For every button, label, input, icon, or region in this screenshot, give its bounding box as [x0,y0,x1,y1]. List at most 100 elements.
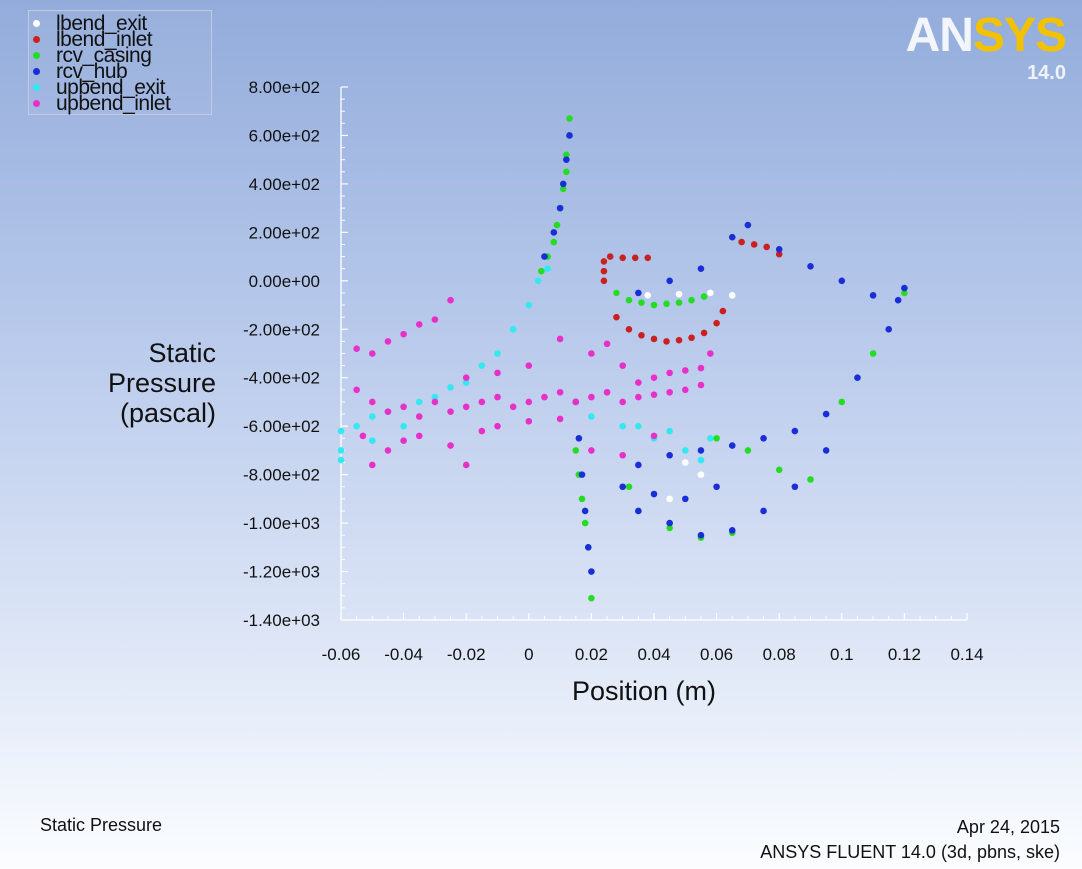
point-upbend-inlet [384,447,392,454]
x-tick-label: -0.06 [322,645,361,664]
point-rcv-casing [666,524,673,532]
point-upbend-exit [666,427,673,435]
point-rcv-hub [650,490,658,498]
point-lbend-inlet [638,332,645,339]
legend-marker-lbend-exit [33,20,40,27]
logo-word-part2: SYS [972,9,1067,62]
point-upbend-inlet [588,393,595,401]
point-upbend-inlet [462,374,470,382]
point-upbend-inlet [384,408,392,415]
point-lbend-exit [707,289,714,297]
point-rcv-hub [760,434,767,442]
point-upbend-exit [447,384,454,391]
point-rcv-hub [578,471,586,478]
y-tick-label: -1.00e+03 [243,514,320,533]
point-rcv-casing [625,483,633,491]
point-rcv-hub [550,229,558,236]
point-rcv-hub [666,519,673,527]
point-rcv-casing [578,495,586,503]
point-upbend-inlet [415,432,423,440]
point-lbend-inlet [600,267,608,275]
point-upbend-inlet [619,362,626,369]
legend-marker-upbend-exit [33,84,40,91]
point-upbend-inlet [384,338,392,345]
point-lbend-exit [682,459,689,466]
point-rcv-casing [838,398,846,406]
point-lbend-exit [644,292,652,299]
x-tick-label: 0.02 [575,645,608,664]
point-rcv-casing [553,221,561,229]
point-lbend-inlet [631,254,639,262]
point-rcv-hub [744,221,752,229]
point-upbend-inlet [478,427,486,435]
point-rcv-casing [869,350,877,357]
point-lbend-inlet [663,338,670,345]
point-upbend-inlet [359,432,367,440]
y-tick-label: -2.00e+02 [243,320,320,339]
point-upbend-exit [635,422,642,430]
point-lbend-inlet [613,313,620,321]
point-rcv-hub [666,451,673,459]
legend: lbend_exit lbend_inlet rcv_casing rcv_hu… [28,10,212,115]
point-rcv-casing [563,168,570,176]
point-rcv-hub [619,483,626,491]
point-upbend-inlet [494,393,501,401]
point-rcv-casing [559,185,567,193]
point-lbend-inlet [600,258,608,265]
point-upbend-inlet [635,379,642,386]
point-rcv-hub [697,265,705,273]
point-upbend-inlet [556,388,564,396]
point-upbend-inlet [619,451,626,459]
point-rcv-hub [563,156,570,163]
point-upbend-inlet [556,415,564,423]
point-rcv-casing [550,238,558,246]
point-upbend-exit [588,413,595,420]
point-rcv-hub [791,427,799,435]
point-upbend-inlet [525,398,533,406]
point-rcv-casing [675,299,683,306]
point-lbend-exit [675,290,683,298]
point-rcv-hub [822,410,830,418]
point-upbend-exit [369,413,376,420]
point-upbend-exit [509,325,517,333]
point-upbend-inlet [415,413,423,420]
point-upbend-inlet [400,437,407,445]
point-upbend-inlet [494,422,501,430]
legend-marker-rcv-casing [33,52,40,59]
ansys-logo: ANSYS 14.0 [906,9,1067,85]
point-rcv-casing [625,296,633,304]
point-rcv-hub [807,262,814,270]
point-upbend-inlet [525,418,533,425]
legend-label: lbend_inlet [56,28,153,51]
y-axis-label-line: Static [148,338,216,368]
point-upbend-inlet [572,398,580,406]
x-tick-label: 0.14 [950,645,983,664]
point-upbend-inlet [353,345,360,352]
point-rcv-hub [728,442,736,449]
x-tick-label: -0.04 [384,645,423,664]
point-rcv-casing [572,447,580,454]
x-tick-label: 0.04 [637,645,670,664]
point-rcv-hub [541,253,548,260]
point-upbend-exit [462,379,470,386]
x-tick-label: 0.1 [830,645,854,664]
legend-item-upbend-inlet: upbend_inlet [33,93,171,114]
legend-label: lbend_exit [56,12,147,35]
y-tick-label: 6.00e+02 [249,126,320,145]
point-lbend-inlet [625,325,633,333]
point-rcv-hub [838,277,846,285]
point-upbend-inlet [462,403,470,411]
point-upbend-inlet [666,369,673,377]
point-rcv-casing [663,300,670,308]
point-upbend-inlet [603,388,611,396]
legend-marker-upbend-inlet [33,100,40,107]
legend-item-rcv-hub: rcv_hub [33,61,128,82]
point-rcv-hub [559,180,567,188]
point-upbend-exit [534,277,542,285]
point-lbend-inlet [763,243,770,251]
point-lbend-inlet [606,253,614,260]
point-lbend-inlet [619,254,626,262]
point-upbend-inlet [682,367,689,374]
point-rcv-hub [584,544,592,551]
